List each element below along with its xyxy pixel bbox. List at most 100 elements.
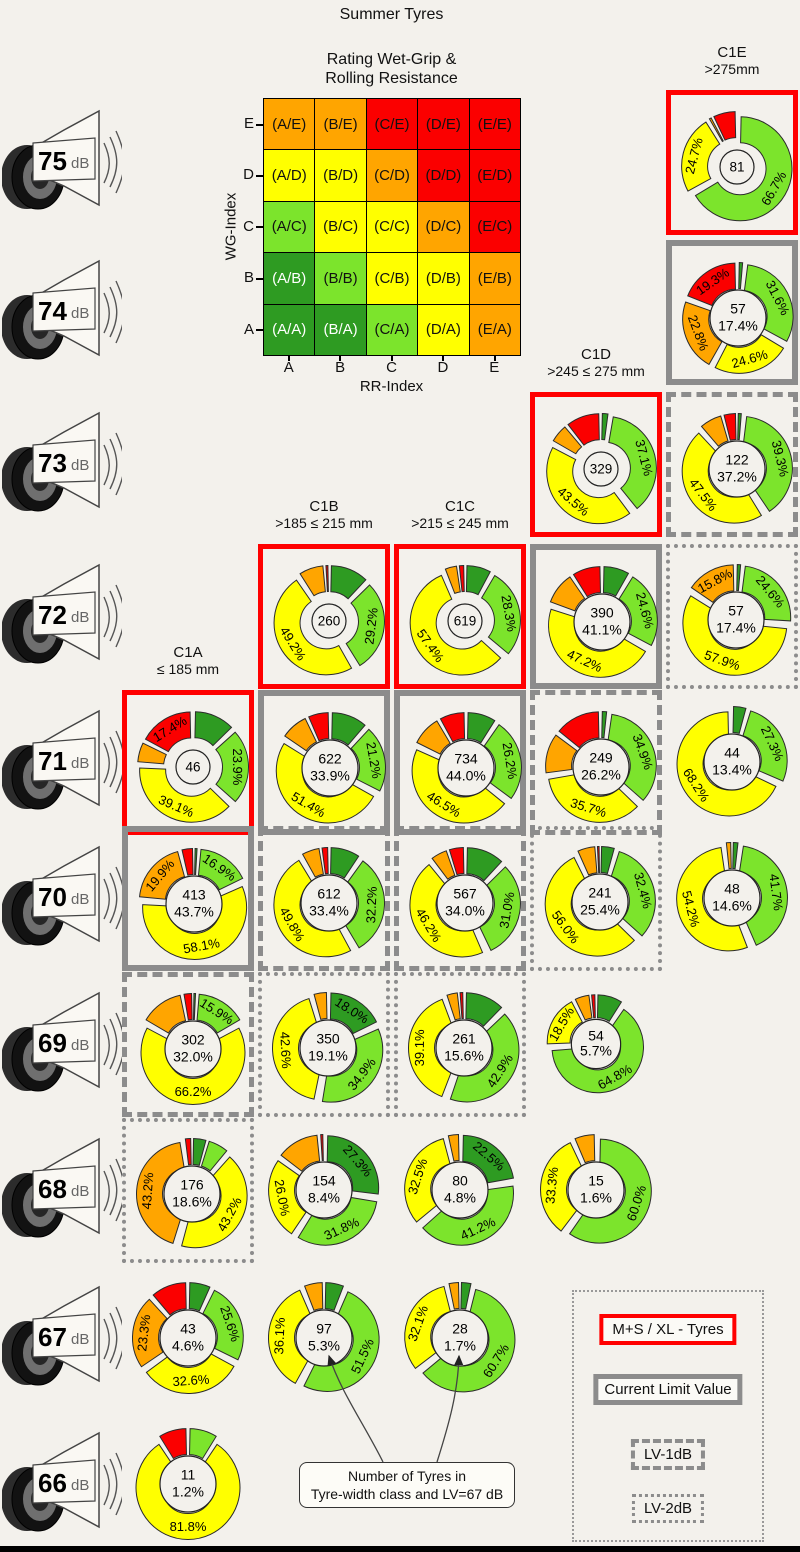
matrix-cell-DD: (D/D) bbox=[417, 149, 470, 202]
svg-text:dB: dB bbox=[71, 609, 89, 626]
donut-C1D-73dB: 37.1% 43.5% 329 bbox=[530, 392, 662, 537]
svg-text:17.4%: 17.4% bbox=[716, 620, 756, 636]
legend-current-limit-value: Current Limit Value bbox=[593, 1374, 743, 1405]
svg-text:21.2%: 21.2% bbox=[363, 741, 384, 780]
matrix-xtick-mark bbox=[493, 355, 496, 361]
svg-text:18.6%: 18.6% bbox=[172, 1194, 212, 1210]
class-header-C1B: C1B >185 ≤ 215 mm bbox=[258, 498, 390, 532]
matrix-cell-AD: (A/D) bbox=[263, 149, 316, 202]
rating-matrix: (A/E) (B/E) (C/E) (D/E) (E/E) (A/D) (B/D) (C/D)… bbox=[263, 98, 521, 356]
noise-level-67db-icon: 67 dB bbox=[1, 1279, 125, 1402]
svg-text:69: 69 bbox=[38, 1028, 67, 1058]
matrix-cell-AB: (A/B) bbox=[263, 252, 316, 305]
svg-text:176: 176 bbox=[180, 1177, 204, 1193]
svg-text:72: 72 bbox=[38, 600, 67, 630]
matrix-xtick-C: C bbox=[386, 359, 397, 376]
matrix-xtick-mark bbox=[390, 355, 393, 361]
svg-text:261: 261 bbox=[452, 1031, 476, 1047]
svg-text:29.2%: 29.2% bbox=[362, 606, 381, 645]
svg-text:43.2%: 43.2% bbox=[139, 1172, 157, 1210]
donut-C1E-72dB: 24.6% 57.9% 15.8% 57 17.4% bbox=[666, 544, 798, 689]
svg-text:28.3%: 28.3% bbox=[498, 594, 519, 633]
svg-text:dB: dB bbox=[71, 1331, 89, 1348]
svg-text:dB: dB bbox=[71, 755, 89, 772]
donut-C1C-70dB: 31.0% 46.2% 567 34.0% bbox=[394, 826, 526, 971]
svg-text:dB: dB bbox=[71, 305, 89, 322]
svg-text:413: 413 bbox=[182, 887, 206, 903]
matrix-ytick-mark bbox=[256, 123, 263, 126]
matrix-ytick-mark bbox=[256, 226, 263, 229]
svg-text:612: 612 bbox=[317, 886, 341, 902]
legend-lv-minus-1db: LV-1dB bbox=[630, 1439, 706, 1470]
svg-text:350: 350 bbox=[316, 1031, 340, 1047]
matrix-cell-BA: (B/A) bbox=[314, 303, 367, 356]
svg-text:5.7%: 5.7% bbox=[580, 1043, 612, 1059]
svg-text:5.3%: 5.3% bbox=[308, 1338, 340, 1354]
svg-text:66: 66 bbox=[38, 1468, 67, 1498]
matrix-ytick-D: D bbox=[243, 166, 254, 184]
svg-text:97: 97 bbox=[316, 1321, 332, 1337]
class-header-C1D-range: >245 ≤ 275 mm bbox=[547, 363, 645, 379]
matrix-cell-BB: (B/B) bbox=[314, 252, 367, 305]
svg-text:154: 154 bbox=[312, 1173, 336, 1189]
donut-C1D-72dB: 24.6% 47.2% 390 41.1% bbox=[530, 544, 662, 689]
noise-level-70db-icon: 70 dB bbox=[1, 839, 125, 962]
matrix-cell-DE: (D/E) bbox=[417, 98, 470, 151]
svg-text:1.7%: 1.7% bbox=[444, 1338, 476, 1354]
matrix-ytick-E: E bbox=[243, 115, 254, 132]
svg-text:122: 122 bbox=[725, 452, 749, 468]
svg-text:31.0%: 31.0% bbox=[496, 890, 517, 929]
svg-text:33.4%: 33.4% bbox=[309, 903, 349, 919]
matrix-cell-CA: (C/A) bbox=[365, 303, 419, 356]
matrix-title: Rating Wet-Grip & Rolling Resistance bbox=[238, 50, 545, 88]
matrix-xtick-B: B bbox=[335, 359, 346, 376]
noise-level-74db-icon: 74 dB bbox=[1, 253, 125, 376]
matrix-cell-DC: (D/C) bbox=[417, 200, 470, 254]
svg-text:67: 67 bbox=[38, 1322, 67, 1352]
svg-text:8.4%: 8.4% bbox=[308, 1190, 340, 1206]
svg-text:68: 68 bbox=[38, 1174, 67, 1204]
matrix-ytick-B: B bbox=[243, 269, 254, 287]
svg-text:dB: dB bbox=[71, 457, 89, 474]
svg-text:44.0%: 44.0% bbox=[446, 768, 486, 784]
svg-text:14.6%: 14.6% bbox=[712, 898, 752, 914]
class-header-C1C-name: C1C bbox=[444, 498, 475, 515]
svg-text:80: 80 bbox=[452, 1173, 468, 1189]
matrix-cell-ED: (E/D) bbox=[468, 149, 521, 202]
svg-text:48: 48 bbox=[724, 881, 740, 897]
donut-C1E-71dB: 27.3% 68.2% 44 13.4% bbox=[666, 690, 798, 835]
matrix-title-line1: Rating Wet-Grip & bbox=[326, 51, 457, 68]
donut-C1B-70dB: 32.2% 49.8% 612 33.4% bbox=[258, 826, 390, 971]
svg-text:302: 302 bbox=[181, 1032, 205, 1048]
legend-box: M+S / XL - Tyres Current Limit Value LV-… bbox=[572, 1290, 764, 1542]
matrix-cell-EA: (E/A) bbox=[468, 303, 521, 356]
matrix-cell-BC: (B/C) bbox=[314, 200, 367, 254]
donut-C1E-74dB: 31.6% 24.6% 22.8% 19.3% 57 17.4% bbox=[666, 240, 798, 385]
svg-text:41.7%: 41.7% bbox=[766, 873, 786, 912]
svg-text:dB: dB bbox=[71, 1183, 89, 1200]
svg-text:622: 622 bbox=[318, 751, 342, 767]
class-header-C1C: C1C >215 ≤ 245 mm bbox=[394, 498, 526, 532]
svg-text:dB: dB bbox=[71, 1477, 89, 1494]
rr-index-axis-label: RR-Index bbox=[359, 378, 424, 395]
svg-text:66.2%: 66.2% bbox=[175, 1084, 212, 1099]
matrix-cell-EE: (E/E) bbox=[468, 98, 521, 151]
svg-text:23.9%: 23.9% bbox=[230, 748, 245, 785]
donut-C1E-70dB: 41.7% 54.2% 48 14.6% bbox=[666, 826, 798, 971]
bottom-border-line bbox=[0, 1546, 800, 1552]
class-header-C1E-range: >275mm bbox=[704, 61, 760, 77]
svg-text:15: 15 bbox=[588, 1173, 604, 1189]
svg-text:54: 54 bbox=[588, 1028, 604, 1044]
svg-text:dB: dB bbox=[71, 1037, 89, 1054]
svg-text:26.2%: 26.2% bbox=[581, 767, 621, 783]
donut-C1A-68dB: 43.2% 43.2% 176 18.6% bbox=[122, 1118, 254, 1263]
matrix-cell-AA: (A/A) bbox=[263, 303, 316, 356]
svg-text:33.9%: 33.9% bbox=[310, 768, 350, 784]
donut-C1E-75dB: 66.7% 24.7% 81 bbox=[666, 90, 798, 235]
svg-text:567: 567 bbox=[453, 886, 477, 902]
donut-C1B-68dB: 27.3% 31.8% 26.0% 154 8.4% bbox=[258, 1118, 390, 1263]
matrix-ytick-C: C bbox=[243, 217, 254, 235]
svg-text:17.4%: 17.4% bbox=[718, 318, 758, 334]
donut-C1A-66dB: 81.8% 11 1.2% bbox=[122, 1412, 254, 1552]
